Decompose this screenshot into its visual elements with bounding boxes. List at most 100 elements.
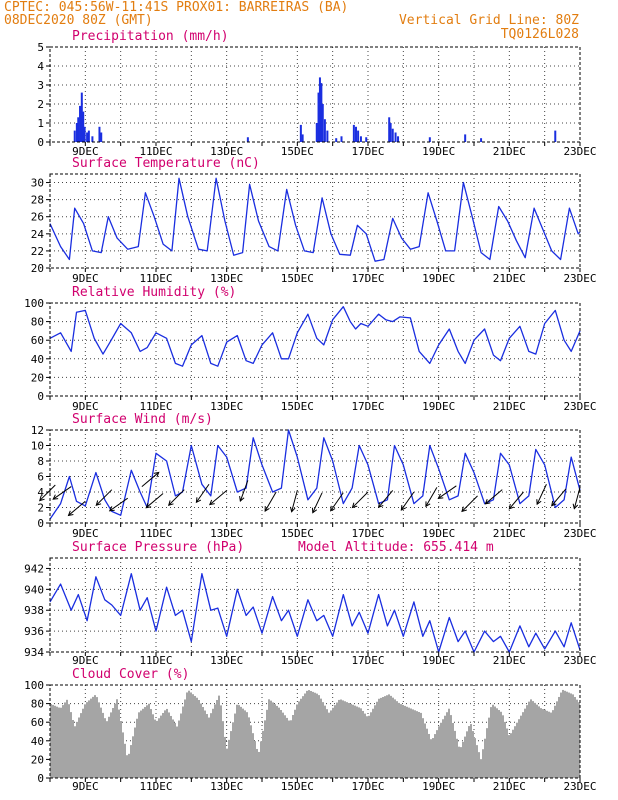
cloud-bar <box>170 715 172 778</box>
cloud-bar <box>512 729 514 778</box>
wind-arrow <box>95 489 113 506</box>
x-tick-label: 11DEC <box>139 145 172 158</box>
cloud-bar <box>400 704 402 778</box>
wind-arrow-shaft <box>109 497 129 512</box>
cloud-bar <box>144 707 146 778</box>
cloud-bar <box>112 708 114 778</box>
cloud-bar <box>486 728 488 778</box>
cloud-bar <box>236 704 238 778</box>
y-tick-label: 5 <box>37 41 44 54</box>
cloud-bar <box>270 700 272 778</box>
panel-cloud: 0 20 40 60 80 100 9DEC 11DEC 13DEC 15DEC 17DEC 19DE… <box>24 679 596 793</box>
cloud-bar <box>420 712 422 778</box>
x-tick-label: 23DEC <box>563 527 596 540</box>
cloud-bar <box>538 706 540 778</box>
panel-temp: 20 22 24 26 28 30 9DEC 11DEC 13DEC 15DEC 17DEC 19DE… <box>31 173 597 285</box>
model-altitude-label: Model Altitude: 655.414 m <box>298 540 494 555</box>
cloud-bar <box>550 712 552 778</box>
x-tick-label: 23DEC <box>563 654 596 667</box>
pressure-title: Surface Pressure (hPa) <box>72 540 244 555</box>
cloud-bar <box>500 711 502 778</box>
x-tick-label: 13DEC <box>210 400 243 413</box>
cloud-bar <box>62 705 64 778</box>
cloud-bar <box>308 690 310 778</box>
x-tick-label: 9DEC <box>72 400 99 413</box>
cloud-bar <box>392 697 394 778</box>
y-tick-label: 12 <box>31 424 44 437</box>
precip-bar <box>315 123 318 142</box>
cloud-bar <box>60 707 62 778</box>
wind-arrow-head <box>572 503 579 510</box>
x-tick-label: 23DEC <box>563 272 596 285</box>
cloud-bar <box>218 695 220 778</box>
cloud-bar <box>380 697 382 778</box>
cloud-bar <box>368 715 370 778</box>
wind-arrow-head <box>425 501 431 508</box>
wind-arrow-shaft <box>438 485 457 499</box>
y-tick-label: 80 <box>31 316 44 329</box>
cloud-bar <box>80 713 82 778</box>
cloud-bar <box>508 735 510 778</box>
wind-arrow-shaft <box>291 490 298 512</box>
cloud-bar <box>314 692 316 778</box>
cloud-bar <box>142 708 144 778</box>
cloud-bar <box>296 704 298 778</box>
cloud-bar <box>248 717 250 778</box>
cloud-bar <box>164 710 166 778</box>
x-tick-label: 13DEC <box>210 272 243 285</box>
wind-arrow-shaft <box>551 488 567 507</box>
x-tick-label: 15DEC <box>281 654 314 667</box>
cloud-bar <box>206 714 208 778</box>
cloud-bar <box>552 710 554 778</box>
cloud-bar <box>276 705 278 778</box>
wind-arrow-head <box>209 499 215 506</box>
x-tick-label: 17DEC <box>351 272 384 285</box>
wind-arrow-head <box>39 495 45 502</box>
cloud-bar <box>298 701 300 778</box>
cloud-bar <box>78 717 80 778</box>
cloud-bar <box>132 736 134 778</box>
cloud-bar <box>154 719 156 778</box>
precip-bar <box>86 132 89 142</box>
cloud-bar <box>290 720 292 778</box>
precip-bar <box>352 124 355 142</box>
y-tick-label: 22 <box>31 245 44 258</box>
cloud-bar <box>370 712 372 778</box>
cloud-bar <box>472 731 474 778</box>
wind-arrow-shaft <box>52 486 72 500</box>
temperature-line <box>49 177 581 262</box>
y-tick-label: 3 <box>37 79 44 92</box>
cloud-bar <box>576 699 578 778</box>
cloud-bar <box>566 691 568 778</box>
wind-arrow <box>461 495 478 513</box>
humidity-line <box>49 306 581 367</box>
x-tick-label: 13DEC <box>210 527 243 540</box>
precip-bar <box>335 138 338 142</box>
x-tick-label: 17DEC <box>351 145 384 158</box>
wind-arrow-head <box>264 506 270 512</box>
cloud-bar <box>460 747 462 778</box>
x-tick-label: 17DEC <box>351 527 384 540</box>
cloud-bar <box>554 705 556 778</box>
wind-arrow <box>145 493 164 509</box>
wind-arrow-head <box>167 500 174 506</box>
cloud-bar <box>88 700 90 778</box>
cloud-bar <box>178 720 180 778</box>
cloud-bar <box>172 719 174 778</box>
cloud-bar <box>342 700 344 778</box>
cloud-bar <box>528 701 530 778</box>
cloud-bar <box>302 696 304 778</box>
cloud-bar <box>480 759 482 778</box>
cloud-bar <box>66 699 68 778</box>
cloud-bar <box>384 696 386 778</box>
cloud-bar <box>422 718 424 778</box>
cloud-bar <box>544 709 546 778</box>
x-tick-label: 15DEC <box>281 272 314 285</box>
cloud-bar <box>68 704 70 778</box>
cloud-bar <box>546 710 548 778</box>
header-location: CPTEC: 045:56W-11:41S PROX01: BARREIRAS … <box>4 0 348 15</box>
cloud-bar <box>430 739 432 778</box>
cloud-bar <box>338 699 340 778</box>
wind-arrow-shaft <box>573 487 581 509</box>
cloud-bar <box>316 693 318 778</box>
